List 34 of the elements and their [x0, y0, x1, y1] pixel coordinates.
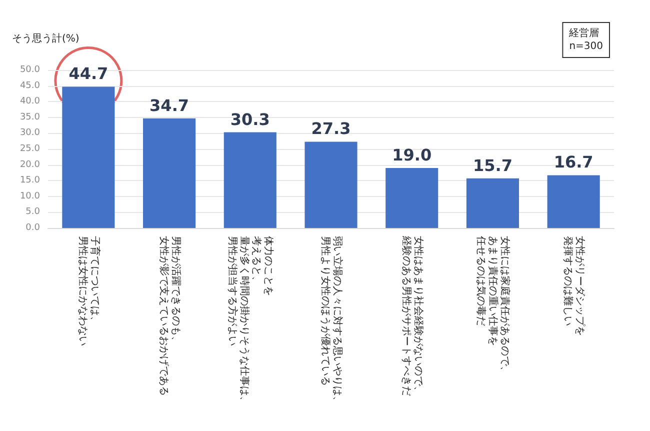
- x-tick-label: 女性には家庭責任があるので、あまり責任の重い仕事を任せるのは気の毒だ: [475, 235, 512, 376]
- data-label: 34.7: [150, 96, 190, 115]
- data-label: 30.3: [230, 110, 270, 129]
- bar: [547, 175, 600, 228]
- data-label: 44.7: [68, 64, 108, 84]
- y-tick-label: 50.0: [20, 65, 40, 75]
- bar: [224, 132, 276, 228]
- bar: [143, 118, 196, 228]
- bar: [386, 168, 438, 228]
- y-tick-label: 15.0: [20, 176, 40, 186]
- y-tick-label: 20.0: [20, 160, 40, 170]
- y-tick-label: 45.0: [20, 80, 40, 91]
- bar: [466, 178, 519, 228]
- data-label: 27.3: [311, 119, 351, 138]
- y-tick-label: 40.0: [20, 96, 40, 107]
- x-tick-label: 男性が活躍できるのも、女性が影で支えているおかげである: [158, 236, 182, 396]
- text: 経営層 n=300: [568, 27, 604, 52]
- y-tick-label: 5.0: [26, 207, 40, 218]
- x-tick-label: 子育てについては、男性は女性にかなわない: [76, 236, 101, 346]
- x-tick-label: 女性はあまり社会経験がないので、経験のある男性がサポートすべきだ: [400, 235, 424, 396]
- x-tick-label: 体力のことを考えると、量が多く時間の掛かりそうな仕事は、男性が担当する方がよい: [226, 236, 275, 406]
- y-tick-label: 0.0: [26, 223, 40, 233]
- y-tick-label: 30.0: [20, 128, 40, 138]
- data-label: 19.0: [392, 145, 432, 164]
- y-tick-label: 10.0: [20, 191, 40, 202]
- y-tick-label: 25.0: [20, 144, 40, 154]
- bar: [62, 86, 115, 228]
- y-axis-title: そう思う計(%): [12, 32, 80, 44]
- x-tick-label: 弱い立場の人々に対する思いやりは、男性より女性のほうが優れている: [320, 236, 344, 406]
- bar: [304, 142, 358, 228]
- data-label: 15.7: [472, 156, 512, 175]
- x-tick-label: 女性がリーダシップを発揮するのは難しい: [562, 236, 586, 336]
- y-tick-label: 35.0: [20, 112, 40, 122]
- data-label: 16.7: [554, 152, 594, 172]
